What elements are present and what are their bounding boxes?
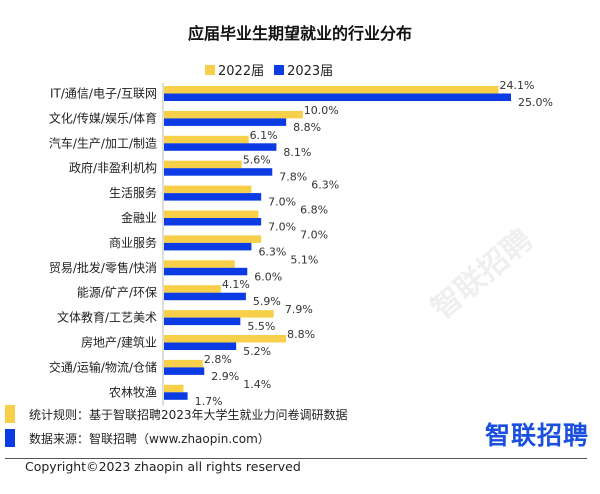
- data-label-2022: 4.1%: [222, 278, 250, 291]
- category-label: 交通/运输/物流/仓储: [49, 359, 157, 374]
- bar-2022: [164, 260, 235, 268]
- category-label: 贸易/批发/零售/快消: [49, 260, 157, 275]
- data-label-2022: 2.8%: [204, 353, 232, 366]
- bar-2023: [164, 392, 188, 400]
- data-label-2023: 5.9%: [253, 295, 281, 308]
- data-label-2022: 10.0%: [304, 104, 339, 117]
- data-label-2022: 5.6%: [243, 154, 271, 167]
- bar-2022: [164, 310, 274, 318]
- data-label-2022: 5.1%: [290, 253, 318, 266]
- data-label-2023: 7.0%: [268, 221, 296, 234]
- footer-rule: 统计规则：基于智联招聘2023年大学生就业力问卷调研数据: [0, 405, 348, 423]
- bar-2023: [164, 218, 262, 226]
- legend-item-2023: 2023届: [274, 60, 333, 79]
- bar-2022: [164, 160, 242, 169]
- category-label: 金融业: [121, 210, 157, 225]
- data-label-2022: 1.4%: [243, 378, 271, 391]
- data-label-2022: 6.1%: [250, 129, 278, 142]
- bar-2022: [164, 185, 252, 194]
- data-label-2023: 6.0%: [254, 270, 282, 283]
- data-label-2022: 7.9%: [285, 303, 313, 316]
- bar-2022: [164, 235, 262, 243]
- bar-2022: [164, 210, 259, 218]
- legend-swatch-2022: [205, 64, 215, 75]
- bar-2022: [164, 110, 303, 119]
- data-label-2023: 2.9%: [211, 370, 239, 383]
- category-label: 农林牧渔: [109, 385, 157, 399]
- data-label-2023: 6.3%: [258, 245, 286, 258]
- footer-source-text: 数据来源：智联招聘（www.zhaopin.com）: [29, 431, 270, 446]
- data-label-2023: 25.0%: [518, 96, 553, 109]
- bar-2023: [164, 143, 277, 151]
- bar-2023: [164, 193, 262, 201]
- bar-2022: [164, 384, 184, 393]
- bar-2023: [164, 168, 273, 176]
- data-label-2023: 8.1%: [283, 146, 311, 159]
- bar-2022: [164, 285, 221, 293]
- legend-label-2022: 2022届: [218, 64, 265, 79]
- category-label: 商业服务: [109, 235, 157, 250]
- data-label-2022: 7.0%: [300, 228, 328, 241]
- data-label-2022: 8.8%: [287, 328, 315, 341]
- bar-2023: [164, 317, 241, 326]
- chart-title: 应届毕业生期望就业的行业分布: [187, 24, 412, 43]
- category-label: 生活服务: [109, 185, 157, 200]
- category-label: 文体教育/工艺美术: [57, 310, 157, 325]
- data-label-2022: 6.8%: [300, 204, 328, 217]
- bar-2022: [164, 86, 499, 94]
- category-label: 房地产/建筑业: [81, 335, 157, 350]
- category-label: 政府/非盈利机构: [69, 160, 157, 175]
- data-label-2022: 6.3%: [311, 179, 339, 192]
- zhaopin-logo: 智联招聘: [485, 421, 590, 450]
- data-label-2023: 7.8%: [279, 171, 307, 184]
- footer-yellow-marker: [5, 405, 15, 423]
- bar-2023: [164, 292, 246, 301]
- data-label-2023: 5.5%: [247, 320, 275, 333]
- category-label: IT/通信/电子/互联网: [50, 87, 157, 101]
- category-label: 文化/传媒/娱乐/体育: [49, 110, 157, 125]
- category-label: 汽车/生产/加工/制造: [49, 135, 157, 150]
- bar-2023: [164, 367, 205, 375]
- category-label: 能源/矿产/环保: [77, 286, 157, 300]
- data-label-2023: 7.0%: [268, 196, 296, 209]
- bar-2023: [164, 267, 248, 276]
- bar-2023: [164, 93, 511, 101]
- divider: [5, 458, 587, 459]
- footer-blue-marker: [5, 429, 15, 447]
- legend-item-2022: 2022届: [205, 60, 264, 79]
- bar-2022: [164, 359, 203, 368]
- legend: 2022届 2023届: [205, 60, 333, 79]
- data-label-2023: 1.7%: [195, 395, 223, 408]
- bar-2023: [164, 118, 287, 126]
- bar-2023: [164, 242, 252, 251]
- bar-2023: [164, 342, 237, 350]
- data-label-2023: 5.2%: [243, 345, 271, 358]
- bar-2022: [164, 335, 287, 343]
- footer-source: 数据来源：智联招聘（www.zhaopin.com）: [0, 429, 270, 447]
- bar-2022: [164, 135, 249, 144]
- footer-rule-text: 统计规则：基于智联招聘2023年大学生就业力问卷调研数据: [29, 407, 348, 422]
- legend-label-2023: 2023届: [287, 64, 334, 79]
- copyright: Copyright©2023 zhaopin all rights reserv…: [25, 459, 301, 474]
- legend-swatch-2023: [274, 64, 285, 75]
- data-label-2023: 8.8%: [293, 121, 321, 134]
- data-label-2022: 24.1%: [500, 79, 535, 92]
